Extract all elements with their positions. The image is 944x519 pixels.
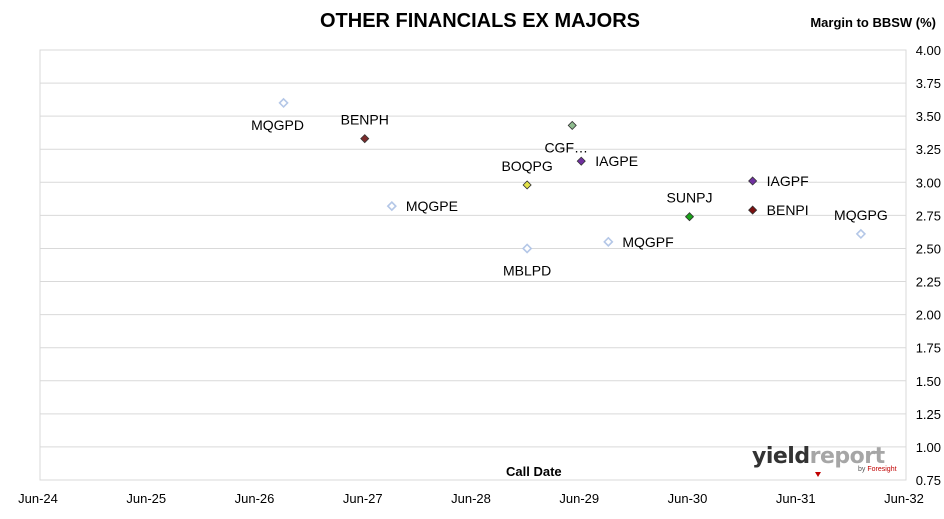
y-tick-label: 2.00 <box>916 308 941 323</box>
y-tick-label: 3.00 <box>916 175 941 190</box>
y-tick-label: 0.75 <box>916 473 941 488</box>
logo-foresight-text: Foresight <box>867 466 897 473</box>
data-point <box>684 212 695 222</box>
y-tick-label: 1.25 <box>916 407 941 422</box>
y-tick-label: 2.50 <box>916 241 941 256</box>
chart-title: OTHER FINANCIALS EX MAJORS <box>319 10 641 32</box>
logo-report-text: report <box>809 444 886 469</box>
y-tick-label: 3.75 <box>916 76 941 91</box>
data-point-label: MQGPG <box>834 207 888 223</box>
x-tick-label: Jun-28 <box>451 491 491 506</box>
data-point <box>521 243 533 254</box>
data-point <box>522 180 532 190</box>
data-point-label: SUNPJ <box>667 190 713 206</box>
data-point-label: IAGPF <box>767 173 809 189</box>
x-tick-label: Jun-29 <box>559 491 599 506</box>
data-point-label: CGF… <box>544 139 588 155</box>
data-point <box>576 156 586 166</box>
data-point-label: MQGPD <box>251 117 304 133</box>
y-tick-label: 2.25 <box>916 275 941 290</box>
data-point <box>567 120 577 130</box>
x-tick-label: Jun-24 <box>18 491 58 506</box>
data-point <box>855 228 867 240</box>
data-point <box>360 134 370 144</box>
data-point-label: IAGPE <box>595 153 638 169</box>
data-point <box>603 236 614 247</box>
y-tick-label: 1.00 <box>916 440 941 455</box>
x-tick-label: Jun-32 <box>884 491 924 506</box>
y-tick-label: 3.50 <box>916 109 941 124</box>
data-point <box>748 176 758 186</box>
data-point <box>386 200 397 212</box>
x-tick-label: Jun-30 <box>668 491 708 506</box>
data-point-label: MBLPD <box>503 262 551 278</box>
data-point <box>278 97 289 109</box>
logo-yield-text: yield <box>752 444 810 469</box>
x-tick-label: Jun-26 <box>235 491 275 506</box>
x-tick-label: Jun-27 <box>343 491 383 506</box>
y-tick-label: 2.75 <box>916 208 941 223</box>
data-point-label: BENPI <box>767 202 809 218</box>
plot-area <box>39 49 907 481</box>
logo-by-text: by <box>858 466 866 473</box>
y-tick-label: 1.75 <box>916 341 941 356</box>
yieldreport-logo: yieldreport <box>752 444 885 469</box>
data-point-label: MQGPE <box>406 198 458 214</box>
y-tick-label: 3.25 <box>916 142 941 157</box>
logo-triangle-icon <box>815 472 821 477</box>
logo-byline: by Foresight <box>858 466 897 473</box>
x-tick-label: Jun-25 <box>126 491 166 506</box>
y-axis-title: Margin to BBSW (%) <box>810 15 936 30</box>
data-point-label: BOQPG <box>501 158 552 174</box>
data-point-label: BENPH <box>341 112 389 128</box>
data-point <box>748 205 758 215</box>
x-tick-label: Jun-31 <box>776 491 816 506</box>
y-tick-label: 4.00 <box>916 43 941 58</box>
y-tick-label: 1.50 <box>916 374 941 389</box>
data-point-label: MQGPF <box>622 234 673 250</box>
x-axis-title: Call Date <box>506 464 562 479</box>
